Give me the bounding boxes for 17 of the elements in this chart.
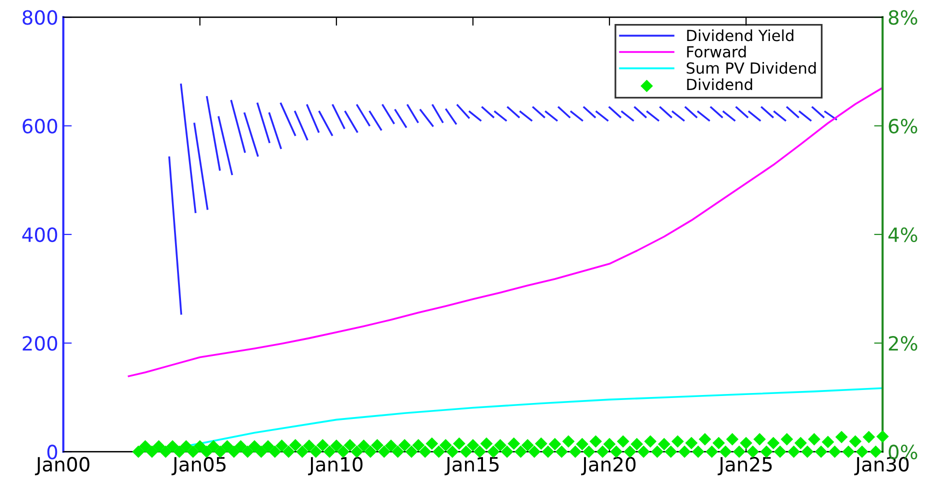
y-tick-label: 400 (22, 227, 58, 242)
x-tick-label: Jan05 (172, 456, 226, 476)
y2-tick-label: 8% (888, 10, 918, 25)
y-tick-label: 800 (22, 10, 58, 25)
y2-tick-label: 4% (888, 227, 918, 242)
x-tick-label: Jan10 (308, 456, 362, 476)
y2-tick-label: 2% (888, 336, 918, 351)
legend-label: Sum PV Dividend (686, 62, 816, 74)
y-tick-label: 200 (22, 336, 58, 351)
y-tick-label: 600 (22, 118, 58, 134)
x-tick-label: Jan25 (718, 456, 772, 476)
x-tick-label: Jan15 (444, 457, 499, 476)
legend-label: Dividend (687, 78, 752, 90)
legend-label: Forward (687, 46, 746, 58)
y2-tick-label: 6% (888, 118, 918, 134)
x-tick-label: Jan20 (581, 456, 636, 476)
legend-label: Dividend Yield (687, 29, 794, 42)
